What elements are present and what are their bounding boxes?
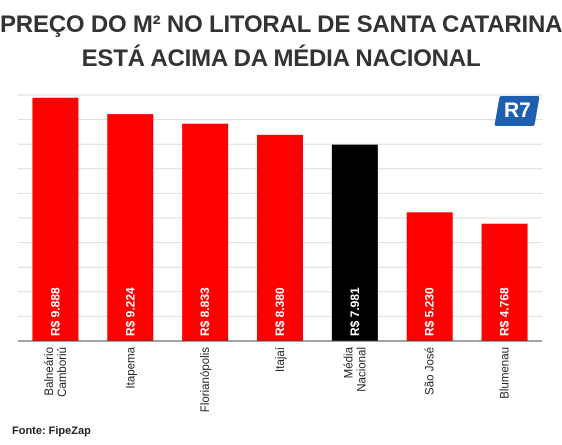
bar [107, 114, 154, 341]
bars [32, 97, 528, 342]
bar [481, 223, 528, 341]
category-tick-label: Florianópolis [200, 347, 212, 412]
r7-logo: R7 [494, 96, 540, 126]
category-labels: Balneário Camboriú Itapema Florianópolis Ita… [44, 346, 512, 412]
bar [182, 123, 229, 342]
data-label: R$ 8.380 [273, 287, 287, 336]
bar [331, 144, 378, 341]
chart-title-line-2: ESTÁ ACIMA DA MÉDIA NACIONAL [81, 45, 481, 72]
category-tick-label: Balneário [44, 347, 56, 396]
data-label: R$ 7.981 [348, 287, 362, 336]
data-label: R$ 4.768 [498, 287, 512, 336]
value-labels: R$ 9.888 R$ 9.224 R$ 8.833 R$ 8.380 R$ 7.981… [48, 287, 511, 336]
category-tick-label: São José [425, 347, 437, 395]
source-note: Fonte: FipeZap [12, 425, 91, 437]
chart-title: PREÇO DO M² NO LITORAL DE SANTA CATARINA… [0, 8, 562, 76]
category-tick-label: Itajaí [275, 346, 287, 372]
chart-title-line-1: PREÇO DO M² NO LITORAL DE SANTA CATARINA [0, 11, 562, 38]
data-label: R$ 9.224 [123, 287, 137, 336]
data-label: R$ 9.888 [48, 287, 62, 336]
data-label: R$ 5.230 [423, 287, 437, 336]
category-tick-label: Blumenau [500, 347, 512, 399]
category-tick-label: Média [343, 346, 355, 378]
category-tick-label: Camboriú [57, 347, 69, 397]
category-tick-label: Nacional [356, 347, 368, 392]
data-label: R$ 8.833 [198, 287, 212, 336]
bar [257, 134, 303, 341]
category-tick-label: Itapema [125, 346, 137, 388]
bar [406, 212, 453, 341]
bar [32, 97, 79, 341]
